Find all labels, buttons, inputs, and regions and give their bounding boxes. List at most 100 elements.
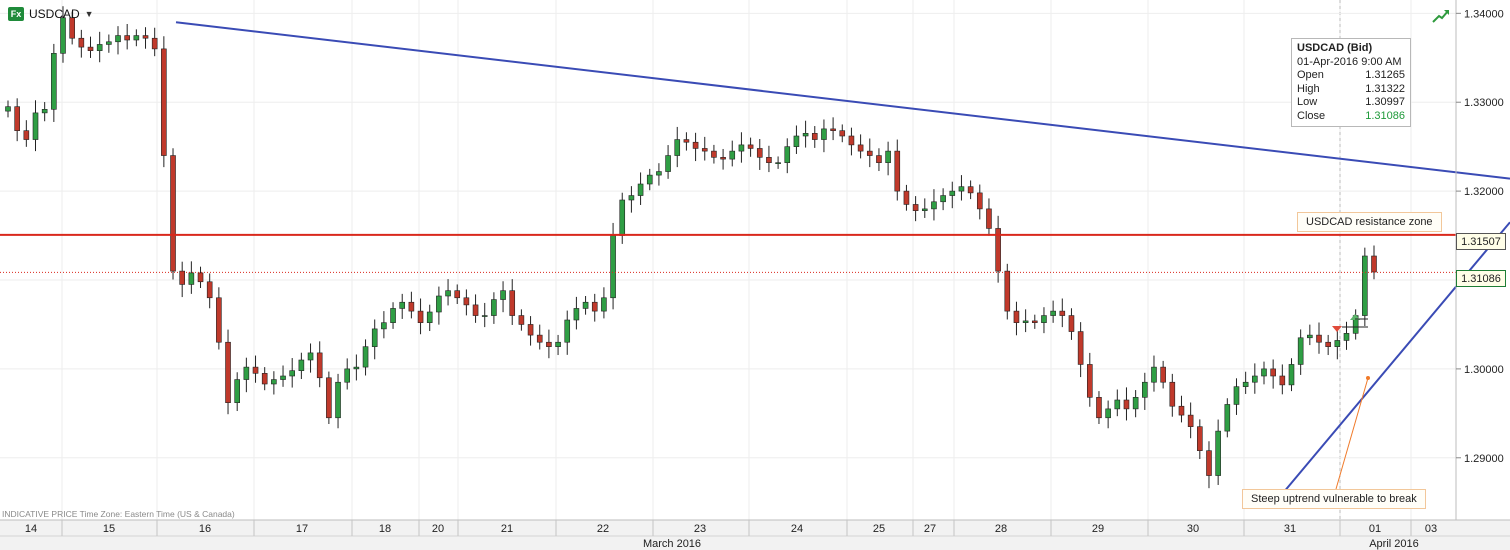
- candle-body: [766, 157, 772, 163]
- info-row-high: High 1.31322: [1297, 83, 1405, 97]
- candle-body: [747, 144, 754, 149]
- candle-body: [353, 366, 360, 370]
- symbol-dropdown-icon[interactable]: ▼: [84, 9, 94, 19]
- candle-body: [1215, 430, 1221, 476]
- candle-body: [1334, 340, 1341, 347]
- candle-body: [142, 35, 149, 39]
- candle-body: [170, 155, 176, 272]
- candle-body: [1160, 366, 1166, 383]
- candle-body: [271, 379, 277, 385]
- candle-body: [197, 272, 204, 283]
- candle-body: [234, 379, 240, 403]
- candle-body: [1224, 404, 1231, 432]
- candle-body: [1041, 315, 1047, 323]
- candle-body: [161, 48, 167, 156]
- x-tick-label: 01: [1369, 523, 1381, 535]
- y-tick-label: 1.29000: [1464, 453, 1504, 465]
- candle-body: [1197, 426, 1203, 451]
- candle-body: [1086, 364, 1093, 398]
- uptrend-annotation[interactable]: Steep uptrend vulnerable to break: [1242, 489, 1426, 509]
- candle-body: [1297, 337, 1304, 365]
- candle-body: [1077, 331, 1084, 365]
- x-tick-label: 17: [296, 523, 308, 535]
- resistance-annotation[interactable]: USDCAD resistance zone: [1297, 212, 1442, 232]
- candle-body: [628, 195, 635, 201]
- candle-body: [940, 195, 946, 203]
- candle-body: [811, 133, 818, 140]
- candle-body: [1187, 414, 1194, 427]
- symbol-name[interactable]: USDCAD: [29, 7, 80, 21]
- candle-body: [1022, 320, 1029, 323]
- candle-body: [390, 308, 396, 323]
- candle-body: [78, 37, 85, 48]
- x-tick-label: 24: [791, 523, 803, 535]
- candle-body: [188, 272, 195, 285]
- candle-body: [417, 310, 424, 323]
- x-tick-label: 22: [597, 523, 609, 535]
- candle-body: [637, 183, 644, 196]
- candle-body: [1105, 408, 1111, 419]
- x-tick-label: 29: [1092, 523, 1104, 535]
- candle-body: [1050, 310, 1056, 316]
- candle-body: [1123, 399, 1130, 410]
- candle-body: [133, 35, 140, 41]
- candle-body: [5, 106, 11, 112]
- resistance-price-tag: 1.31507: [1456, 233, 1506, 250]
- symbol-header[interactable]: Fx USDCAD ▼: [8, 7, 94, 21]
- candle-body: [32, 112, 39, 140]
- candle-body: [179, 270, 185, 285]
- candle-body: [775, 162, 781, 164]
- candle-body: [1013, 310, 1020, 323]
- month-label: March 2016: [643, 538, 701, 550]
- close-price-tag: 1.31086: [1456, 270, 1506, 287]
- candle-body: [1316, 334, 1322, 343]
- candle-body: [720, 157, 726, 160]
- fx-badge-icon: Fx: [8, 7, 24, 21]
- candle-body: [1114, 399, 1121, 410]
- candle-body: [518, 315, 525, 325]
- candle-body: [509, 290, 516, 316]
- candle-body: [1151, 366, 1157, 383]
- info-label: High: [1297, 82, 1320, 95]
- candle-body: [96, 44, 103, 51]
- candle-body: [784, 146, 791, 163]
- downtrend-trendline: [175, 21, 1510, 180]
- candle-body: [912, 204, 919, 211]
- y-tick-label: 1.34000: [1464, 8, 1504, 20]
- candle-body: [793, 135, 800, 147]
- candle-body: [958, 186, 965, 192]
- candle-body: [298, 359, 305, 371]
- info-datetime: 01-Apr-2016 9:00 AM: [1297, 55, 1402, 68]
- x-tick-label: 28: [995, 523, 1007, 535]
- y-tick-label: 1.32000: [1464, 186, 1504, 198]
- candle-body: [610, 235, 616, 299]
- candle-body: [60, 17, 66, 54]
- candle-body: [591, 301, 598, 312]
- info-title: USDCAD (Bid): [1297, 42, 1373, 54]
- candle-body: [463, 297, 470, 306]
- candle-body: [243, 366, 250, 380]
- candle-body: [1288, 364, 1295, 386]
- candle-body: [335, 381, 341, 419]
- candle-body: [151, 37, 158, 50]
- ohlc-info-box: USDCAD (Bid) 01-Apr-2016 9:00 AM Open 1.…: [1291, 38, 1411, 127]
- candle-body: [14, 106, 20, 131]
- candle-body: [683, 139, 690, 143]
- sell-signal-marker: [1332, 326, 1342, 332]
- candle-body: [619, 199, 626, 236]
- candle-body: [674, 139, 681, 156]
- candle-body: [921, 208, 928, 211]
- info-value: 1.31086: [1365, 109, 1405, 122]
- candle-body: [527, 324, 534, 336]
- candle-body: [362, 346, 369, 368]
- y-tick-label: 1.33000: [1464, 97, 1504, 109]
- trend-up-icon[interactable]: [1432, 9, 1450, 23]
- candle-body: [885, 150, 891, 163]
- candle-body: [857, 144, 864, 152]
- candle-body: [41, 109, 48, 114]
- candle-body: [949, 190, 956, 196]
- candle-body: [1252, 375, 1258, 383]
- candle-body: [445, 290, 451, 297]
- footnote: INDICATIVE PRICE Time Zone: Eastern Time…: [2, 509, 235, 519]
